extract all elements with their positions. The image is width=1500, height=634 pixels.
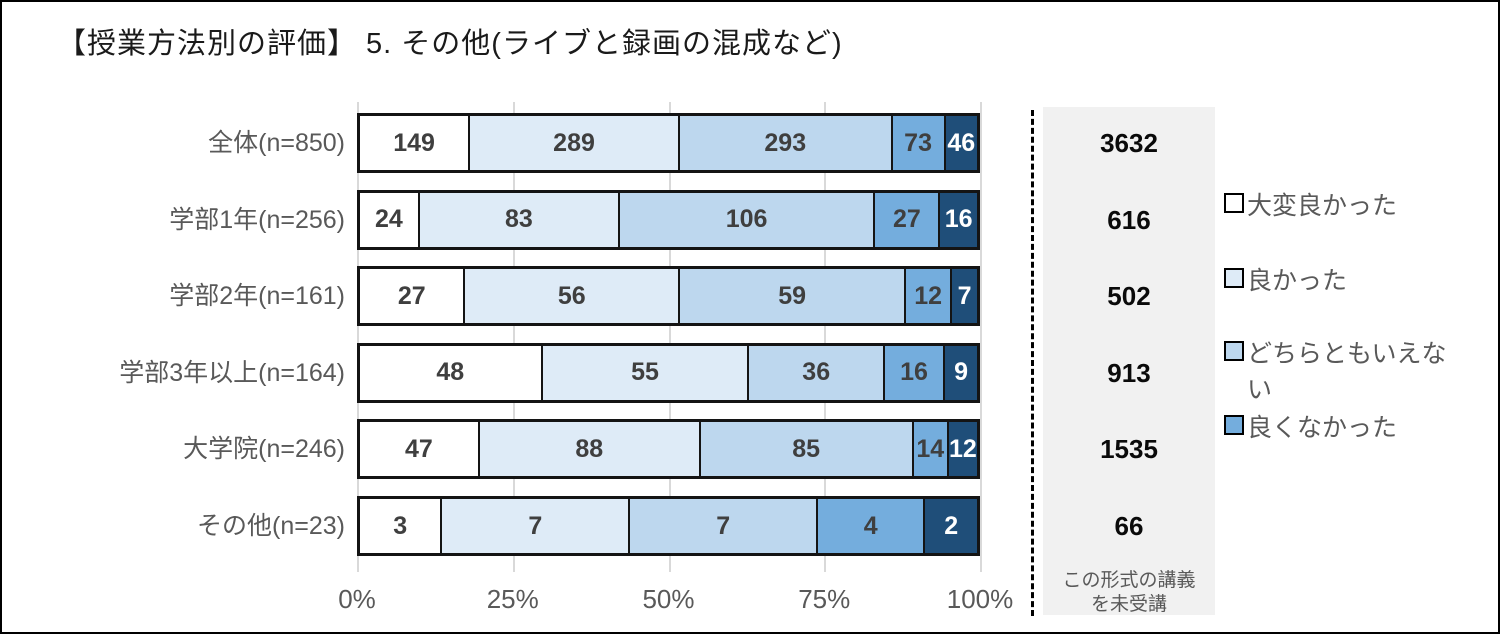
bar-segment: 47 xyxy=(360,422,478,477)
legend-item: 大変良かった xyxy=(1224,188,1397,224)
bar-segment: 2 xyxy=(923,499,977,553)
not-attended-value: 66 xyxy=(1114,511,1144,541)
category-label: 学部1年(n=256) xyxy=(169,205,345,234)
bar-segment: 7 xyxy=(950,269,977,324)
category-label: 全体(n=850) xyxy=(208,129,345,157)
category-label: その他(n=23) xyxy=(197,512,345,540)
bar-segment: 59 xyxy=(678,269,905,324)
bar-segment: 83 xyxy=(417,192,618,247)
stacked-bar: 149 289 293 73 46 xyxy=(357,113,980,173)
stacked-bar: 47 88 85 14 12 xyxy=(357,419,980,480)
bar-segment: 7 xyxy=(440,499,629,553)
not-attended-value: 616 xyxy=(1107,204,1151,235)
bar-segment: 289 xyxy=(468,116,678,170)
not-attended-value: 502 xyxy=(1107,281,1151,312)
chart-title: 【授業方法別の評価】 5. その他(ライブと録画の混成など) xyxy=(57,28,843,60)
x-axis-tick-label: 25% xyxy=(486,584,539,614)
gridline xyxy=(512,102,515,572)
category-label: 学部3年以上(n=164) xyxy=(119,358,345,387)
legend-item: 良かった xyxy=(1224,263,1347,299)
legend-label: 良くなかった xyxy=(1247,414,1398,442)
legend-swatch-icon xyxy=(1224,415,1244,435)
legend-swatch-icon xyxy=(1224,268,1244,288)
bar-segment: 9 xyxy=(943,345,977,400)
bar-segment: 7 xyxy=(628,499,817,553)
bar-segment: 48 xyxy=(360,345,541,400)
legend-label: 良かった xyxy=(1247,267,1348,295)
category-label: 学部2年(n=161) xyxy=(169,282,345,311)
legend-label: どちらともいえな い xyxy=(1247,340,1447,405)
bar-segment: 12 xyxy=(946,422,977,477)
bar-segment: 106 xyxy=(617,192,874,247)
bar-segment: 46 xyxy=(943,116,977,170)
legend-swatch-icon xyxy=(1224,341,1244,361)
bar-segment: 55 xyxy=(540,345,748,400)
separator-dashed-line xyxy=(1031,110,1034,616)
legend-item: どちらともいえな い xyxy=(1224,336,1447,409)
stacked-bar: 27 56 59 12 7 xyxy=(357,266,980,327)
bar-segment: 73 xyxy=(890,116,944,170)
stacked-bar: 48 55 36 16 9 xyxy=(357,342,980,403)
gridline xyxy=(824,102,827,572)
bar-segment: 27 xyxy=(873,192,939,247)
bar-segment: 14 xyxy=(911,422,947,477)
bar-segment: 88 xyxy=(477,422,699,477)
not-attended-caption: この形式の講義 を未受講 xyxy=(1062,570,1196,615)
stacked-bar: 24 83 106 27 16 xyxy=(357,189,980,250)
x-axis-tick-label: 0% xyxy=(338,584,376,614)
x-axis-tick-label: 50% xyxy=(642,584,695,614)
category-label: 大学院(n=246) xyxy=(183,435,345,464)
bar-segment: 85 xyxy=(698,422,912,477)
bar-segment: 293 xyxy=(677,116,891,170)
not-attended-panel xyxy=(1043,107,1215,615)
bar-segment: 16 xyxy=(882,345,944,400)
bar-segment: 12 xyxy=(904,269,951,324)
bar-segment: 56 xyxy=(463,269,679,324)
not-attended-value: 913 xyxy=(1107,357,1151,388)
gridline xyxy=(668,102,671,572)
bar-segment: 149 xyxy=(360,116,469,170)
bar-segment: 24 xyxy=(360,192,418,247)
x-axis-tick-label: 100% xyxy=(946,584,1014,614)
gridline xyxy=(980,102,982,572)
bar-segment: 3 xyxy=(360,499,441,553)
gridline xyxy=(357,102,359,572)
x-axis-tick-label: 75% xyxy=(798,584,851,614)
bar-segment: 36 xyxy=(747,345,883,400)
not-attended-value: 3632 xyxy=(1100,128,1158,158)
bar-segment: 4 xyxy=(816,499,924,553)
bar-segment: 16 xyxy=(938,192,977,247)
legend-swatch-icon xyxy=(1224,193,1244,213)
bar-segment: 27 xyxy=(360,269,464,324)
not-attended-value: 1535 xyxy=(1100,434,1158,465)
legend-label: 大変良かった xyxy=(1247,192,1398,220)
legend-item: 良くなかった xyxy=(1224,410,1397,446)
plot-area xyxy=(357,102,982,572)
